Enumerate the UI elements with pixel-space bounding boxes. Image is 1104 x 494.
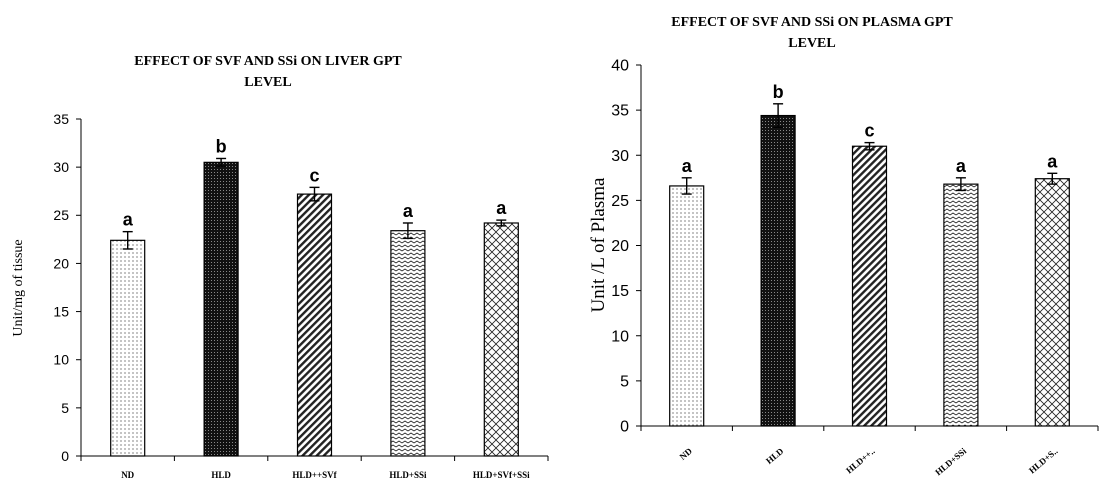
- significance-letter: a: [496, 198, 507, 218]
- y-tick-label: 25: [53, 207, 69, 223]
- bar-hld: [760, 114, 796, 427]
- y-tick-label: 15: [53, 303, 69, 319]
- significance-letter: a: [682, 156, 693, 176]
- x-tick-label: HLD+SVf+SSi: [473, 470, 530, 480]
- bar-hld-ssi: [943, 183, 979, 427]
- significance-letter: b: [773, 82, 784, 102]
- bar-hld-svf-ssi: [483, 222, 519, 457]
- significance-letter: a: [403, 201, 414, 221]
- bar-hld-: [851, 145, 888, 427]
- y-tick-label: 35: [611, 103, 629, 120]
- x-tick-label: HLD+S..: [1027, 446, 1060, 476]
- y-tick-label: 20: [53, 255, 69, 271]
- x-tick-label: HLD: [211, 470, 231, 480]
- bar-hld-ssi: [390, 230, 426, 457]
- x-tick-label: HLD++..: [844, 446, 877, 476]
- bar-nd: [669, 185, 705, 427]
- y-tick-label: 35: [53, 111, 69, 127]
- y-tick-label: 5: [620, 373, 629, 390]
- y-tick-label: 10: [53, 352, 69, 368]
- significance-letter: c: [309, 165, 319, 185]
- plasma-gpt-chart: EFFECT OF SVF AND SSi ON PLASMA GPT LEVE…: [588, 15, 1099, 478]
- bar-hld-s-: [1034, 178, 1070, 427]
- x-tick-label: HLD+SSi: [933, 446, 968, 478]
- y-axis-label: Unit /L of Plasma: [588, 177, 609, 312]
- y-tick-label: 30: [53, 159, 69, 175]
- bar-nd: [110, 239, 146, 457]
- x-tick-label: HLD+SSi: [389, 470, 427, 480]
- y-tick-label: 0: [620, 419, 629, 436]
- x-tick-label: HLD++SVf: [292, 470, 337, 480]
- chart-title-line-2: LEVEL: [788, 36, 835, 51]
- x-tick-label: HLD: [764, 446, 786, 467]
- y-tick-label: 25: [611, 193, 629, 210]
- chart-title-line-2: LEVEL: [244, 75, 291, 90]
- significance-letter: a: [1047, 151, 1058, 171]
- x-tick-label: ND: [678, 446, 695, 462]
- y-tick-label: 15: [611, 283, 629, 300]
- bar-hld-svf: [296, 193, 333, 457]
- y-tick-label: 0: [61, 448, 69, 464]
- y-tick-label: 20: [611, 238, 629, 255]
- significance-letter: a: [123, 210, 134, 230]
- chart-title-line-1: EFFECT OF SVF AND SSi ON LIVER GPT: [134, 54, 402, 69]
- significance-letter: b: [216, 136, 227, 156]
- liver-gpt-chart: EFFECT OF SVF AND SSi ON LIVER GPT LEVEL…: [11, 54, 549, 480]
- y-tick-label: 5: [61, 400, 69, 416]
- y-axis-label: Unit/mg of tissue: [11, 239, 26, 336]
- y-tick-label: 30: [611, 148, 629, 165]
- y-tick-label: 40: [611, 58, 629, 75]
- chart-title-line-1: EFFECT OF SVF AND SSi ON PLASMA GPT: [671, 15, 953, 30]
- significance-letter: a: [956, 156, 967, 176]
- significance-letter: c: [864, 121, 874, 141]
- x-tick-label: ND: [121, 470, 134, 480]
- bar-hld: [203, 161, 239, 457]
- y-tick-label: 10: [611, 328, 629, 345]
